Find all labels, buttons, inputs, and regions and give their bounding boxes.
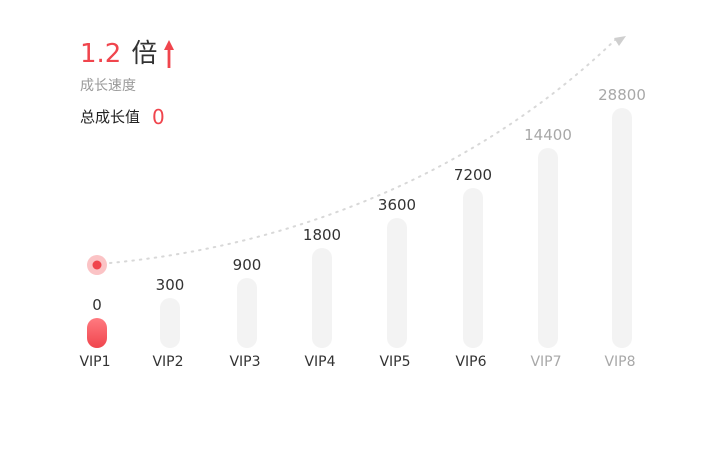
trend-arrow-icon	[614, 36, 626, 46]
level-label-vip5: VIP5	[379, 354, 410, 370]
bar-vip5	[387, 218, 407, 348]
total-growth: 总成长值 0	[80, 104, 165, 130]
current-level-dot	[92, 260, 102, 270]
value-label-vip6: 7200	[454, 166, 492, 184]
bar-vip4	[312, 248, 332, 348]
speed-multiplier: 1.2	[80, 39, 122, 69]
value-label-vip7: 14400	[524, 126, 572, 144]
level-label-vip4: VIP4	[304, 354, 335, 370]
bar-vip2	[160, 298, 180, 348]
total-growth-label: 总成长值	[80, 108, 141, 126]
level-label-vip8: VIP8	[604, 354, 635, 370]
value-label-vip2: 300	[156, 276, 185, 294]
bar-vip3	[237, 278, 257, 348]
value-label-vip4: 1800	[303, 226, 341, 244]
level-label-vip1: VIP1	[79, 354, 110, 370]
arrow-up-icon	[164, 40, 175, 68]
bar-vip7	[538, 148, 558, 348]
bar-vip6	[463, 188, 483, 348]
bar-vip8	[612, 108, 632, 348]
level-label-vip6: VIP6	[455, 354, 486, 370]
speed-unit: 倍	[131, 39, 158, 69]
speed-label: 成长速度	[80, 78, 136, 94]
level-label-vip7: VIP7	[530, 354, 561, 370]
total-growth-value: 0	[152, 105, 165, 129]
growth-speed: 1.2 倍	[80, 36, 175, 72]
level-label-vip2: VIP2	[152, 354, 183, 370]
bar-vip1	[87, 318, 107, 348]
value-label-vip8: 28800	[598, 86, 646, 104]
level-label-vip3: VIP3	[229, 354, 260, 370]
value-label-vip3: 900	[233, 256, 262, 274]
value-label-vip1: 0	[92, 296, 102, 314]
value-label-vip5: 3600	[378, 196, 416, 214]
